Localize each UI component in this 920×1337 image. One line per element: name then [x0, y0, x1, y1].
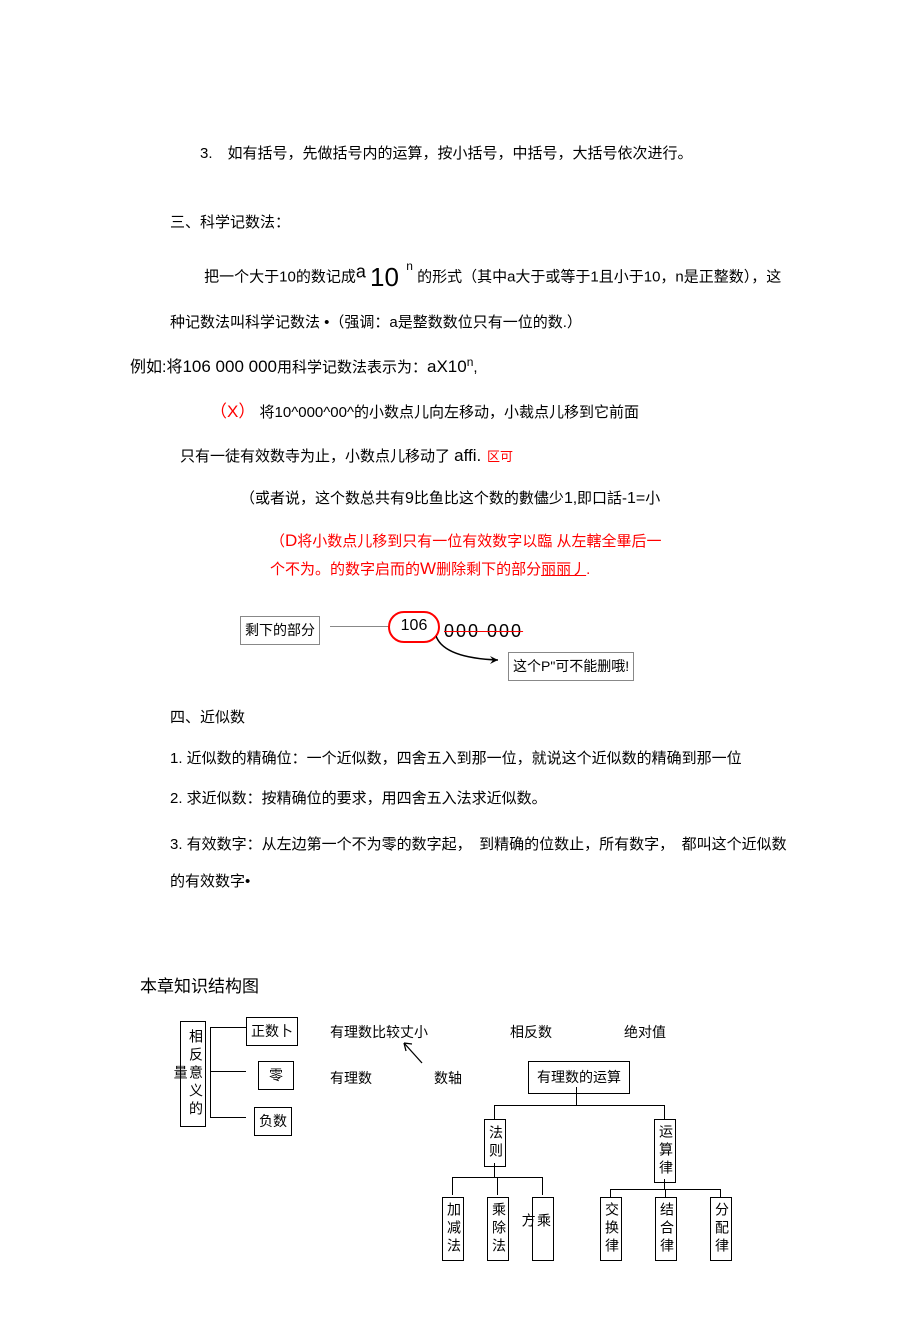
red-mark-x: （X）	[210, 402, 255, 421]
node-zero: 零	[258, 1061, 294, 1090]
node-number-axis: 数轴	[434, 1065, 462, 1092]
text: （	[270, 533, 285, 550]
text: 把一个大于10的数记成	[204, 269, 356, 286]
example-intro: 例如:将106 000 000用科学记数法表示为：aX10n,	[130, 351, 790, 383]
text: 只有一徒有效数寺为止，小数点儿移动了	[180, 448, 454, 465]
oval-106: 106	[388, 611, 440, 643]
heading-scientific-notation: 三、科学记数法：	[170, 209, 790, 238]
node-root: 相反意义的量	[180, 1021, 206, 1127]
para-approx-2: 2. 求近似数：按精确位的要求，用四舍五入法求近似数。	[170, 785, 790, 814]
node-rules: 法则	[484, 1119, 506, 1167]
scientific-notation-diagram: 剩下的部分 106 000 000 这个P"可不能删哦!	[240, 596, 800, 686]
text: （或者说，这个数总共有	[240, 490, 405, 507]
knowledge-structure-diagram: 相反意义的量 正数卜 零 负数 有理数比较丈小 相反数 绝对值 有理数 数轴 有…	[180, 1017, 820, 1277]
node-opposite: 相反数	[510, 1019, 552, 1046]
text: 将10^000^00^的小数点儿向左移动，小裁点儿移到它前面	[260, 404, 640, 421]
label-cannot-delete: 这个P"可不能删哦!	[508, 652, 634, 681]
node-laws: 运算律	[654, 1119, 676, 1183]
node-distributive: 分配律	[710, 1197, 732, 1261]
node-add-sub: 加减法	[442, 1197, 464, 1261]
text-n: n	[406, 259, 413, 273]
node-positive: 正数卜	[246, 1017, 298, 1046]
heading-structure: 本章知识结构图	[140, 971, 790, 1003]
struck-zeros: 000 000	[444, 614, 523, 648]
underlined-text: 丽丽丿	[541, 561, 586, 578]
node-absolute: 绝对值	[624, 1019, 666, 1046]
para-approx-1: 1. 近似数的精确位：一个近似数，四舍五入到那一位，就说这个近似数的精确到那一位	[170, 745, 790, 774]
node-operations: 有理数的运算	[528, 1061, 630, 1094]
example-step-x-2: 只有一徒有效数寺为止，小数点儿移动了 affi. 区可	[180, 440, 790, 472]
node-rational: 有理数	[330, 1065, 372, 1092]
text-a: a	[356, 262, 366, 282]
para-rule-3: 3. 如有括号，先做括号内的运算，按小括号，中括号，大括号依次进行。	[170, 140, 790, 169]
para-approx-3: 3. 有效数字：从左边第一个不为零的数字起， 到精确的位数止，所有数字， 都叫这…	[170, 826, 790, 901]
example-step-x: （X） 将10^000^00^的小数点儿向左移动，小裁点儿移到它前面	[210, 396, 790, 428]
node-associative: 结合律	[655, 1197, 677, 1261]
example-step-d: （D将小数点儿移到只有一位有效数字以臨 从左轄全畢后一个不为。的数字启而的W删除…	[270, 527, 670, 585]
node-commutative: 交换律	[600, 1197, 622, 1261]
text-affi: affi.	[454, 446, 486, 465]
arrow-icon	[398, 1039, 428, 1067]
node-power: 乘方	[532, 1197, 554, 1261]
node-mul-div: 乘除法	[487, 1197, 509, 1261]
text-10: 10	[370, 262, 406, 292]
heading-approx: 四、近似数	[170, 704, 790, 733]
para-sci-notation-def: 把一个大于10的数记成a 10 n 的形式（其中a大于或等于1且小于10，n是正…	[170, 249, 790, 339]
label-remaining: 剩下的部分	[240, 616, 320, 645]
example-step-or: （或者说，这个数总共有9比鱼比这个数的數儘少1,即口話-1=小	[240, 484, 790, 514]
node-negative: 负数	[254, 1107, 292, 1136]
red-box: 区可	[486, 448, 514, 465]
connector-line	[330, 626, 388, 627]
text: 例如:将	[130, 359, 182, 376]
